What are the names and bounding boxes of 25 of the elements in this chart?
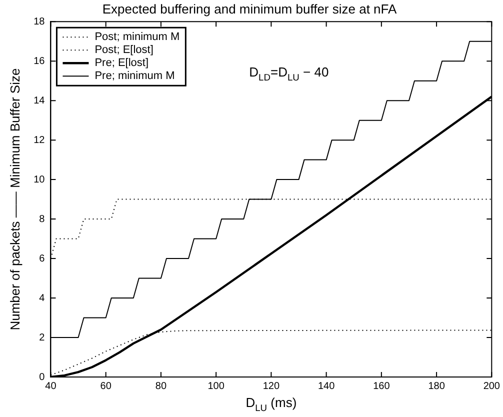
x-tick-label: 100 xyxy=(208,380,225,392)
x-tick-label: 180 xyxy=(428,380,446,392)
legend-label: Pre; E[lost] xyxy=(94,57,149,70)
y-tick-label: 14 xyxy=(34,95,46,106)
x-tick-label: 60 xyxy=(100,380,112,392)
y-tick-label: 2 xyxy=(39,332,46,344)
y-tick-label: 16 xyxy=(34,56,46,67)
y-tick-label: 0 xyxy=(39,372,46,383)
x-tick-label: 200 xyxy=(483,380,500,392)
y-tick-label: 4 xyxy=(39,292,46,304)
x-tick-label: 140 xyxy=(318,380,336,392)
x-tick-label: 80 xyxy=(155,380,167,392)
legend-label: Pre; minimum M xyxy=(94,70,175,82)
y-tick-label: 18 xyxy=(34,16,46,28)
legend-label: Post; E[lost] xyxy=(94,44,154,56)
legend-label: Post; minimum M xyxy=(94,31,180,44)
y-axis-title: Number of packets —— Minimum Buffer Size xyxy=(7,68,22,330)
y-tick-label: 10 xyxy=(34,174,46,186)
y-tick-label: 12 xyxy=(34,134,46,146)
chart-title: Expected buffering and minimum buffer size at nFA xyxy=(102,1,397,16)
y-tick-label: 8 xyxy=(39,214,46,225)
x-tick-label: 160 xyxy=(373,380,390,392)
x-tick-label: 120 xyxy=(262,380,280,392)
x-tick-label: 40 xyxy=(45,380,57,392)
y-tick-label: 6 xyxy=(39,253,46,264)
